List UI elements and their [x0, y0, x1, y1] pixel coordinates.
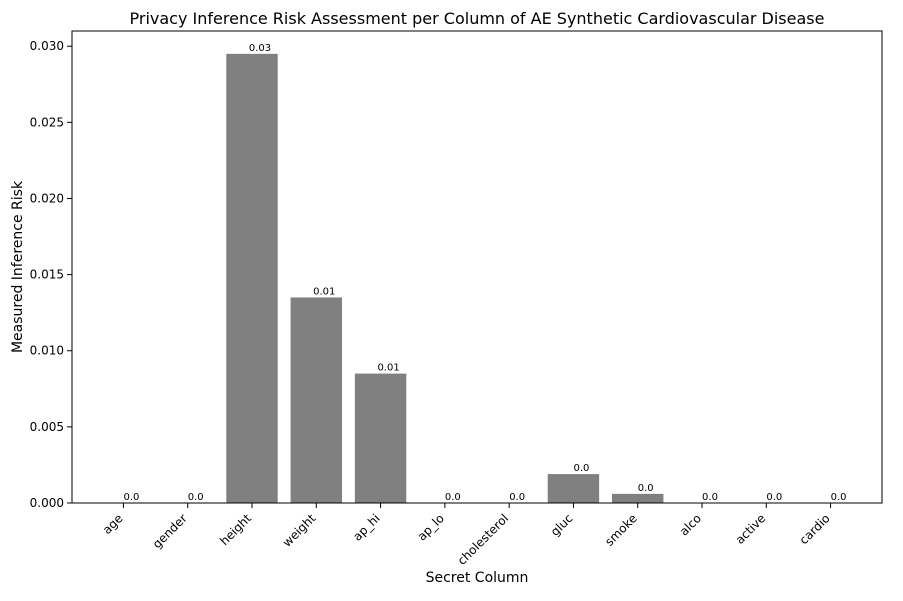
bar — [290, 297, 342, 503]
x-tick-label: ap_lo — [415, 511, 447, 543]
data-label: 0.0 — [638, 483, 654, 494]
x-tick-label: gender — [150, 511, 190, 551]
plot-frame — [71, 30, 883, 504]
data-label: 0.01 — [377, 363, 399, 374]
chart-title: Privacy Inference Risk Assessment per Co… — [130, 9, 825, 28]
x-tick-label: age — [100, 511, 126, 537]
bar — [612, 493, 664, 503]
y-tick-label: 0.030 — [30, 39, 64, 53]
y-tick-label: 0.025 — [30, 115, 64, 129]
data-label: 0.0 — [445, 492, 461, 503]
x-tick-label: cholesterol — [455, 511, 512, 568]
data-label: 0.01 — [313, 286, 335, 297]
y-tick-label: 0.010 — [30, 344, 64, 358]
y-tick-label: 0.000 — [30, 496, 64, 510]
y-axis-label: Measured Inference Risk — [10, 180, 26, 353]
x-axis-label: Secret Column — [426, 570, 529, 586]
y-axis: 0.000 0.005 0.010 0.015 0.020 0.025 0.030 — [30, 39, 72, 510]
x-axis: age gender height weight ap_hi ap_lo cholester… — [100, 503, 833, 568]
data-labels-group: 0.0 0.0 0.03 0.01 0.01 0.0 0.0 0.0 0.0 0.0 0.0 0.0 — [123, 43, 846, 503]
x-tick-label: ap_hi — [350, 511, 382, 543]
data-label: 0.0 — [702, 492, 718, 503]
bar — [226, 53, 278, 503]
data-label: 0.0 — [573, 463, 589, 474]
x-tick-label: smoke — [602, 511, 640, 549]
data-label: 0.0 — [766, 492, 782, 503]
x-tick-label: gluc — [548, 511, 576, 539]
data-label: 0.0 — [831, 492, 847, 503]
data-label: 0.0 — [123, 492, 139, 503]
bars-group — [226, 53, 664, 503]
x-tick-label: weight — [280, 511, 319, 550]
bar — [354, 373, 407, 503]
y-tick-label: 0.005 — [30, 420, 64, 434]
bar — [547, 474, 600, 503]
y-tick-label: 0.015 — [30, 268, 64, 282]
data-label: 0.0 — [188, 492, 204, 503]
x-tick-label: height — [217, 511, 254, 548]
x-tick-label: alco — [677, 511, 704, 538]
x-tick-label: cardio — [797, 511, 833, 547]
data-label: 0.0 — [509, 492, 525, 503]
y-tick-label: 0.020 — [30, 191, 64, 205]
data-label: 0.03 — [249, 43, 271, 54]
x-tick-label: active — [733, 511, 769, 547]
